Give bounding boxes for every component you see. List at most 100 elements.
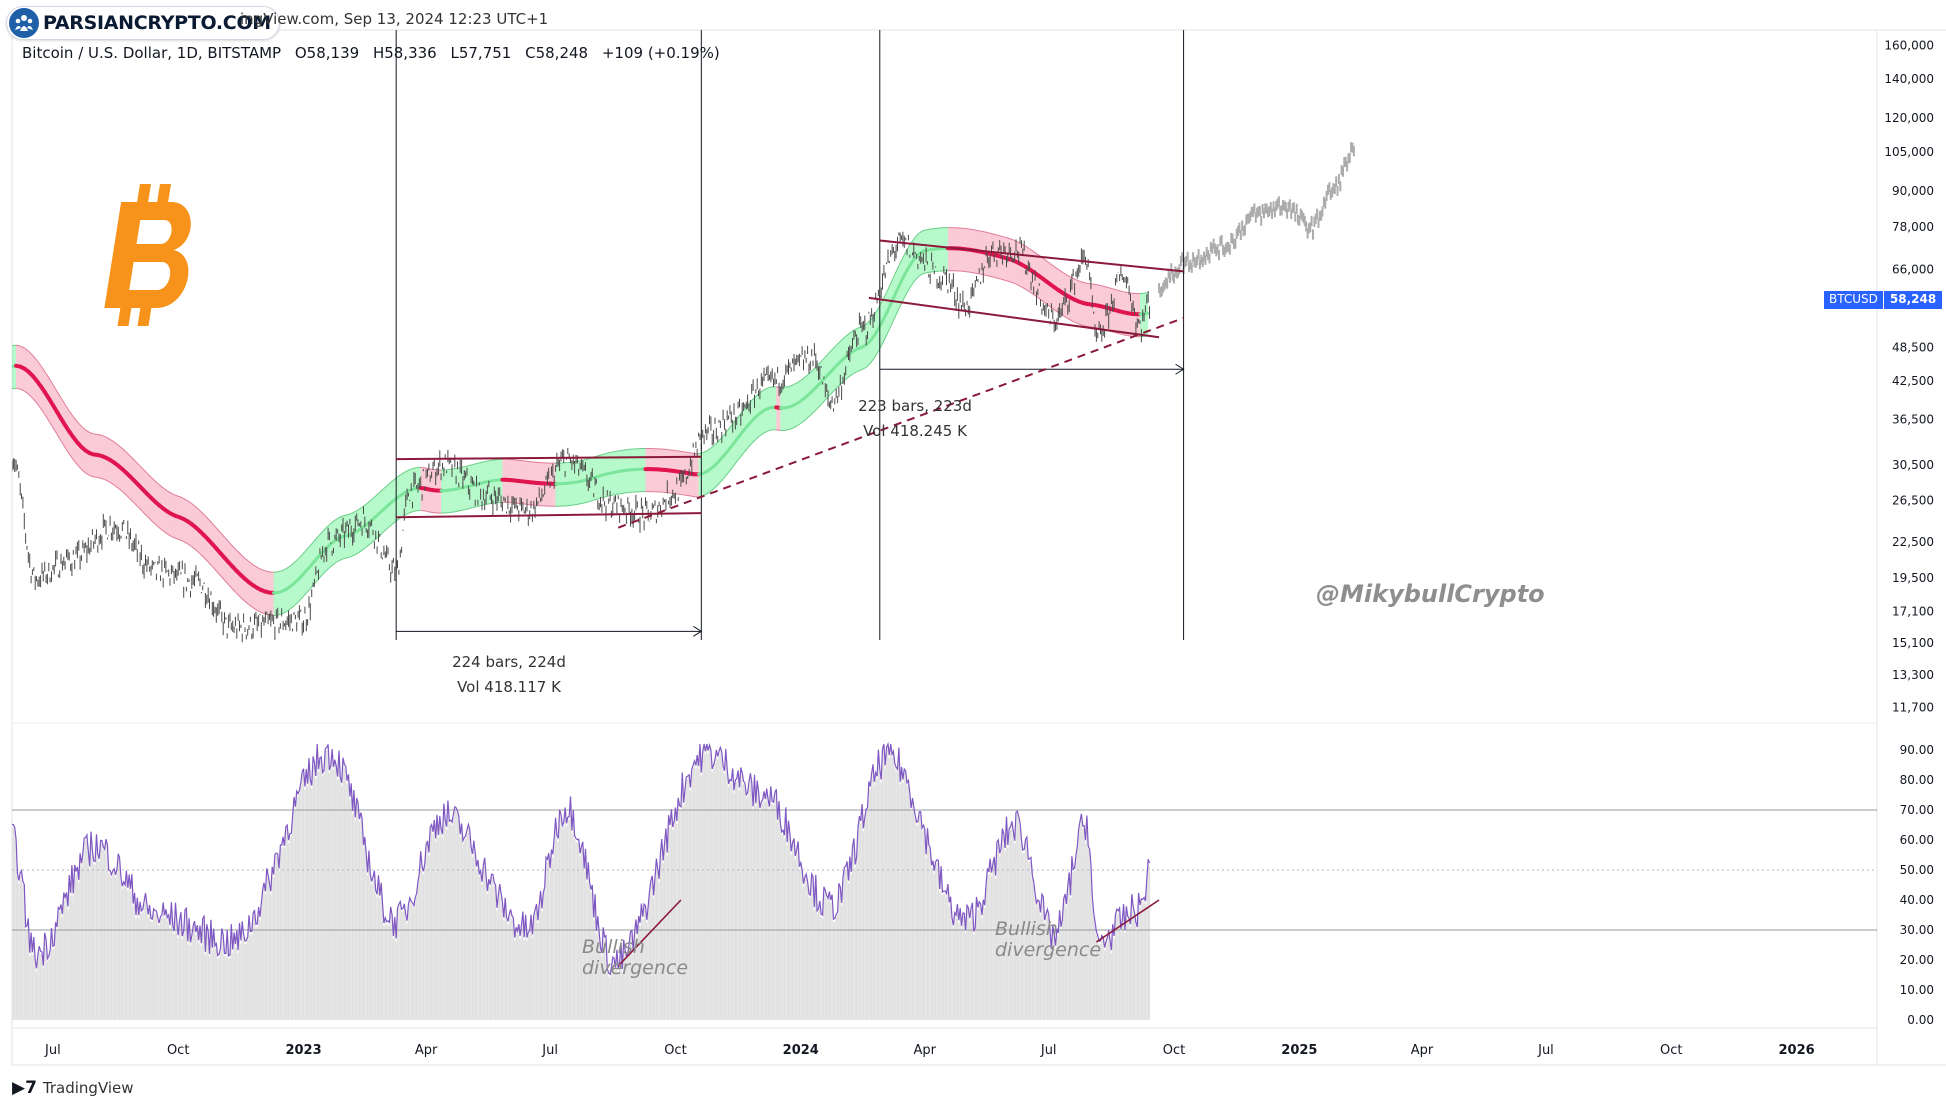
band-edge bbox=[592, 498, 597, 502]
band-edge bbox=[894, 265, 900, 275]
time-tick-label: Jul bbox=[1040, 1043, 1057, 1058]
band-edge bbox=[877, 300, 883, 309]
band-edge bbox=[600, 496, 605, 499]
band-mid-bull bbox=[889, 293, 897, 306]
band-edge bbox=[215, 570, 221, 576]
band-edge bbox=[914, 232, 920, 238]
band-edge bbox=[44, 370, 50, 378]
band-edge bbox=[1082, 324, 1087, 327]
band-edge bbox=[608, 494, 613, 497]
time-tick-label: Oct bbox=[167, 1043, 189, 1058]
band-edge bbox=[85, 429, 90, 433]
price-tick-label: 120,000 bbox=[1884, 111, 1934, 125]
band-edge bbox=[808, 369, 814, 375]
people-icon bbox=[9, 8, 39, 38]
rsi-line bbox=[12, 741, 1151, 976]
band-edge bbox=[101, 434, 107, 438]
band-edge bbox=[1013, 282, 1018, 286]
price-tick-label: 78,000 bbox=[1892, 220, 1934, 234]
band-edge bbox=[261, 568, 266, 572]
band-edge bbox=[64, 404, 70, 412]
channel-line bbox=[396, 512, 702, 519]
band-edge bbox=[330, 519, 336, 524]
band-edge bbox=[236, 550, 242, 555]
band-edge bbox=[301, 592, 307, 599]
band-edge bbox=[404, 512, 409, 516]
band-edge bbox=[1021, 286, 1026, 290]
band-edge bbox=[849, 372, 855, 377]
band-edge bbox=[988, 275, 993, 278]
band-edge bbox=[228, 541, 234, 547]
band-edge bbox=[199, 553, 205, 559]
band-edge bbox=[179, 496, 184, 499]
band-edge bbox=[669, 449, 675, 451]
band-edge bbox=[1029, 248, 1035, 252]
band-edge bbox=[984, 231, 989, 234]
band-edge bbox=[853, 370, 859, 374]
band-edge bbox=[964, 271, 969, 273]
band-edge bbox=[117, 444, 123, 449]
band-edge bbox=[755, 435, 761, 440]
band-edge bbox=[1127, 335, 1132, 337]
divergence-line2: divergence bbox=[582, 957, 689, 979]
band-edge bbox=[322, 526, 328, 532]
band-edge bbox=[113, 441, 119, 446]
band-edge bbox=[1123, 334, 1128, 337]
band-edge bbox=[1025, 245, 1030, 250]
measure-bars: 223 bars, 223d bbox=[858, 397, 972, 415]
projection-path bbox=[1158, 142, 1355, 298]
price-tag-symbol: BTCUSD bbox=[1824, 291, 1883, 309]
band-edge bbox=[718, 478, 724, 484]
band-edge bbox=[277, 570, 282, 573]
band-edge bbox=[686, 494, 691, 497]
band-edge bbox=[171, 535, 176, 539]
price-tick-label: 30,500 bbox=[1892, 458, 1934, 472]
band-edge bbox=[338, 558, 344, 562]
band-edge bbox=[199, 510, 205, 515]
band-edge bbox=[457, 509, 462, 512]
band-edge bbox=[1090, 283, 1096, 285]
band-edge bbox=[134, 459, 140, 465]
band-edge bbox=[1017, 241, 1022, 245]
band-edge bbox=[739, 452, 744, 459]
band-edge bbox=[101, 478, 107, 481]
band-edge bbox=[175, 494, 180, 498]
footer-brand[interactable]: ▶7 TradingView bbox=[12, 1078, 134, 1098]
band-edge bbox=[162, 530, 168, 535]
band-edge bbox=[309, 583, 315, 589]
band-edge bbox=[796, 379, 802, 384]
band-edge bbox=[395, 517, 401, 522]
band-edge bbox=[138, 507, 144, 513]
price-axis: 160,000 140,000 120,000 105,000 90,000 78,000… bbox=[1884, 38, 1934, 714]
band-edge bbox=[1062, 314, 1067, 319]
band-edge bbox=[314, 535, 319, 541]
band-edge bbox=[776, 386, 781, 388]
band-edge bbox=[710, 444, 716, 449]
divergence-line2: divergence bbox=[995, 939, 1102, 961]
rsi-axis: 90.00 80.00 70.00 60.00 50.00 40.00 30.00 20.00… bbox=[1900, 743, 1934, 1027]
band-edge bbox=[596, 454, 601, 457]
band-edge bbox=[162, 487, 168, 492]
band-edge bbox=[449, 511, 454, 514]
time-tick-label: 2026 bbox=[1779, 1043, 1815, 1058]
band-edge bbox=[375, 491, 381, 497]
band-edge bbox=[808, 412, 814, 418]
band-edge bbox=[211, 522, 217, 529]
band-edge bbox=[408, 468, 413, 471]
band-edge bbox=[755, 392, 761, 397]
band-edge bbox=[481, 460, 487, 463]
ohlc-low: L57,751 bbox=[450, 44, 512, 62]
band-edge bbox=[824, 395, 830, 401]
band-mid-bull bbox=[885, 302, 893, 315]
band-edge bbox=[1099, 284, 1104, 287]
band-edge bbox=[72, 459, 78, 466]
band-edge bbox=[714, 440, 720, 445]
band-edge bbox=[154, 523, 160, 529]
band-edge bbox=[481, 503, 487, 506]
band-edge bbox=[865, 363, 871, 368]
band-edge bbox=[686, 451, 691, 454]
band-edge bbox=[575, 503, 581, 506]
band-edge bbox=[1074, 321, 1079, 325]
measure-vol: Vol 418.117 K bbox=[457, 678, 561, 696]
